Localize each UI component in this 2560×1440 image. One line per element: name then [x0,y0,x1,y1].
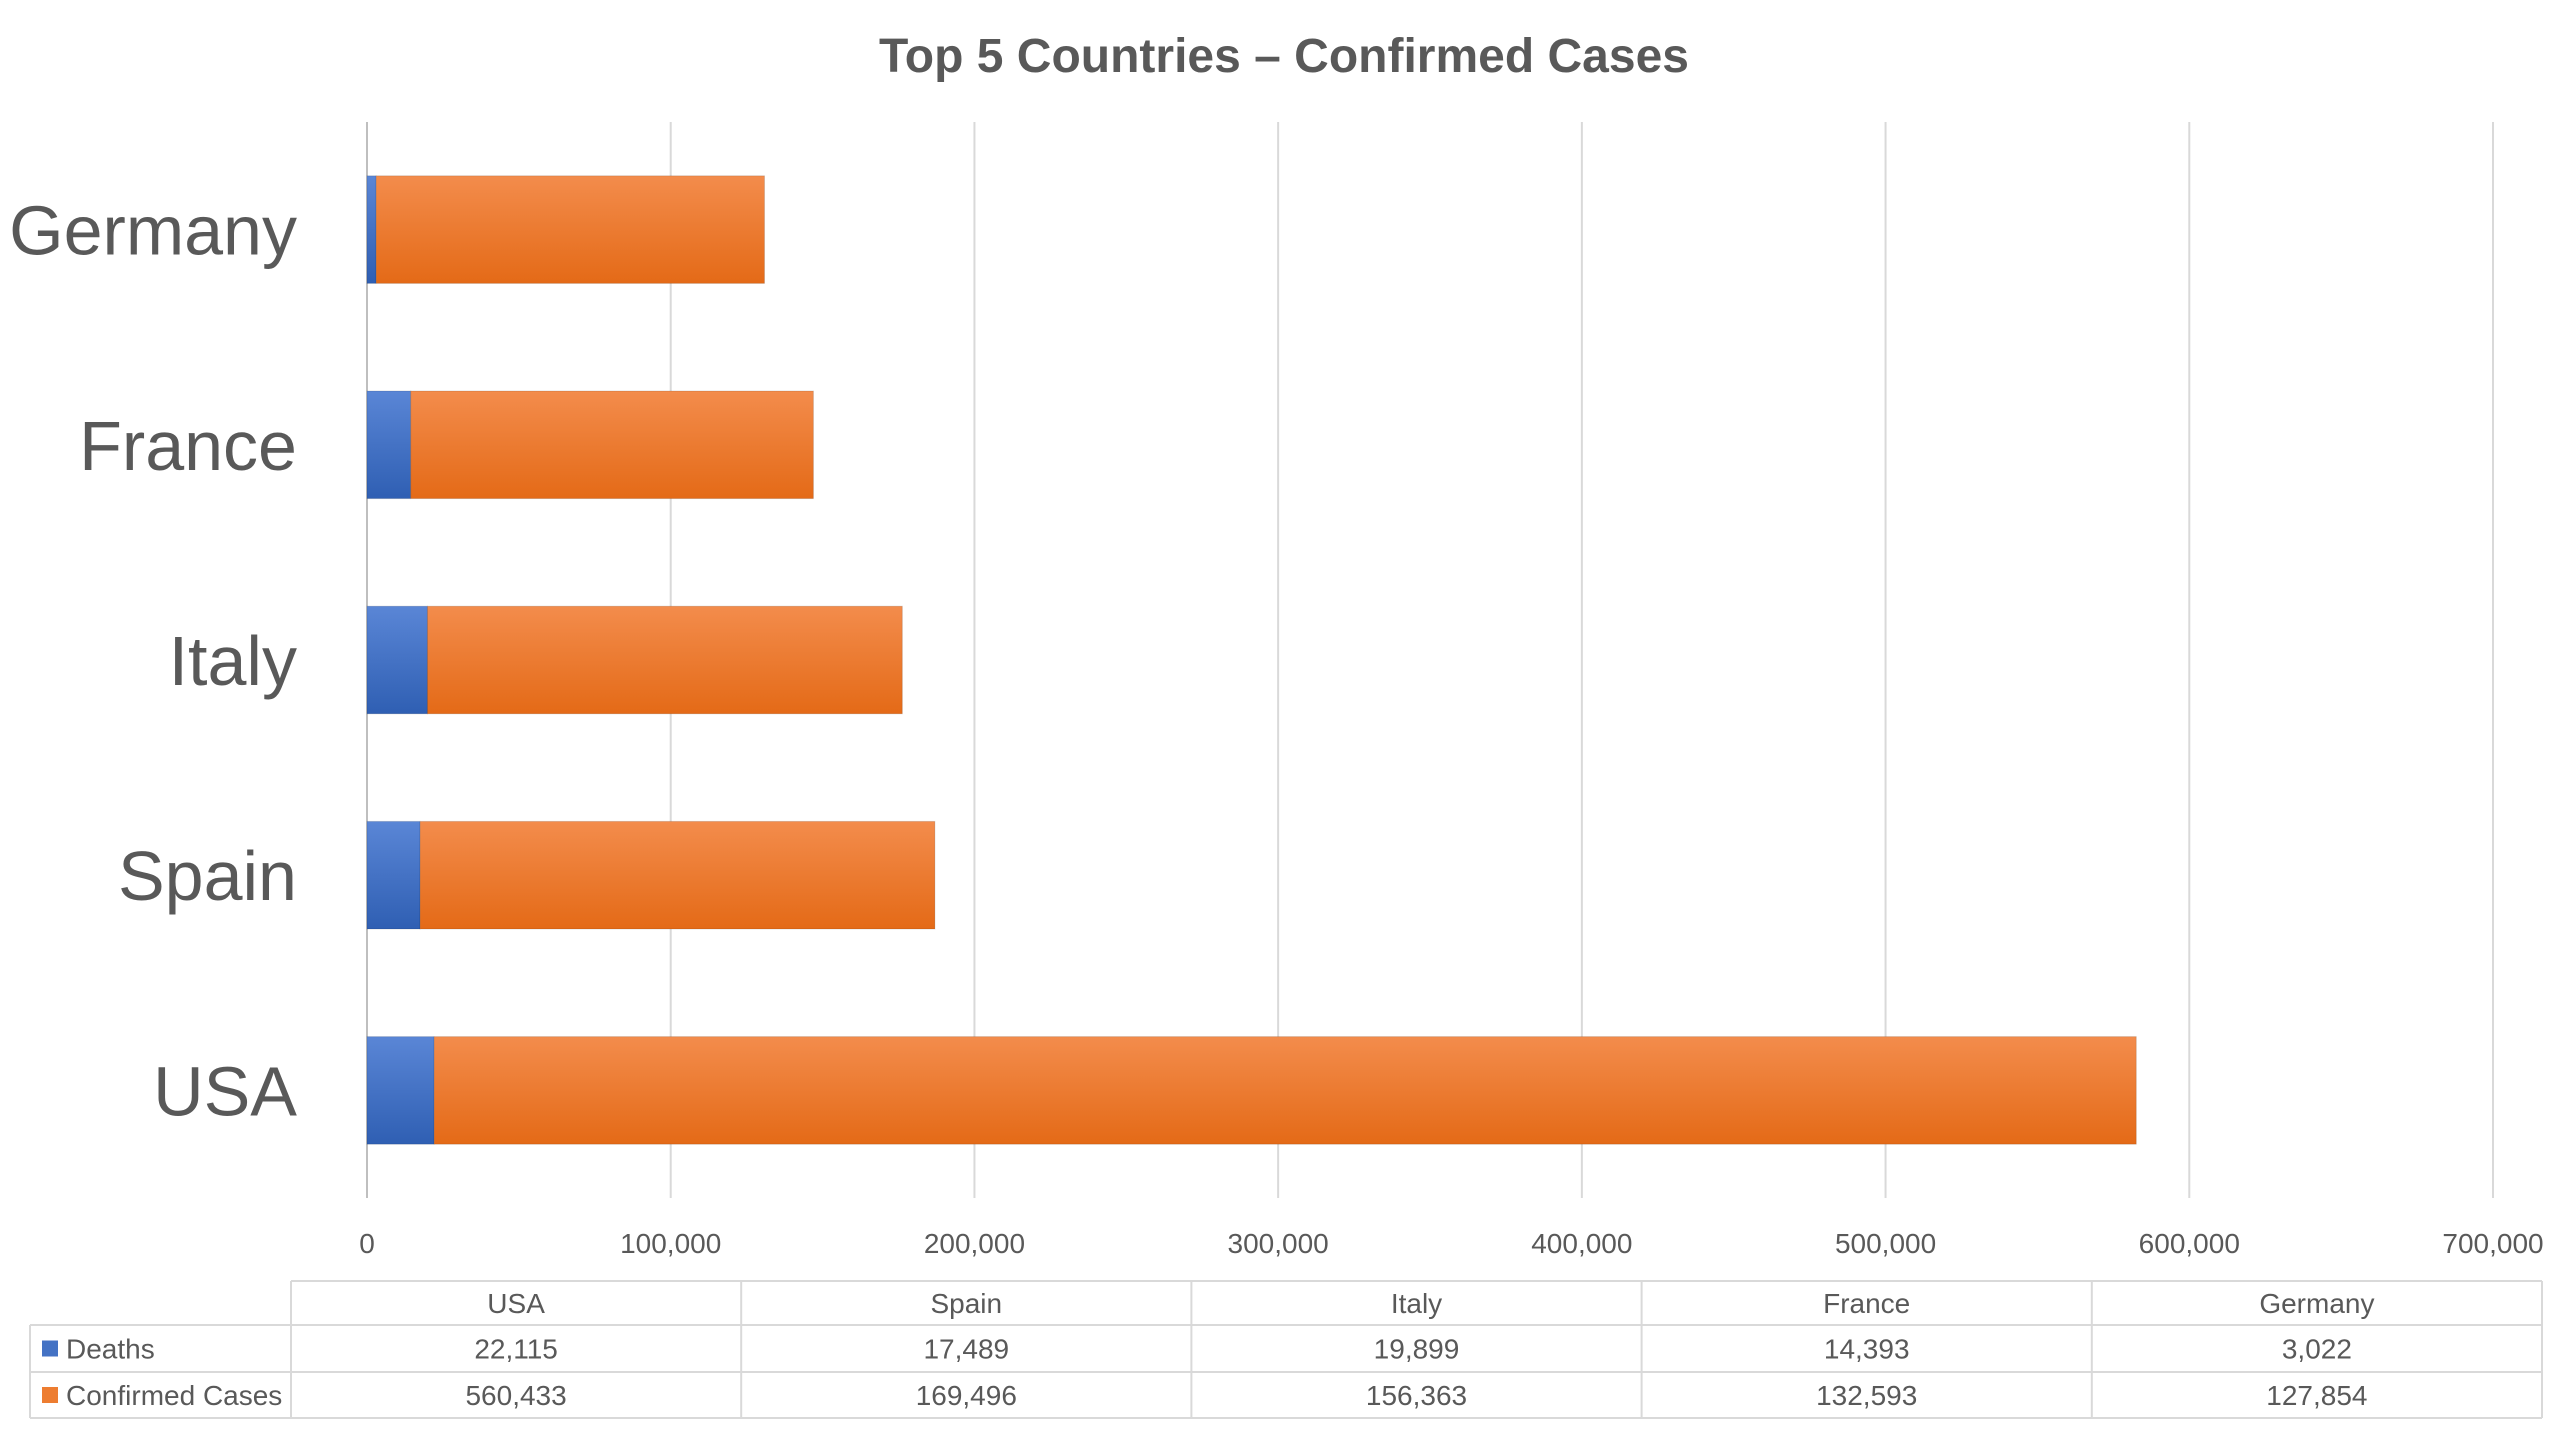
table-value-cell: 17,489 [923,1334,1009,1365]
table-value-cell: 560,433 [465,1380,566,1411]
legend-swatch [42,1340,58,1357]
category-labels: USA Spain Italy France Germany [9,192,297,1131]
category-label: Spain [118,837,297,915]
table-header-cell: USA [487,1288,545,1319]
x-tick-label: 700,000 [2442,1228,2543,1259]
table-value-cell: 14,393 [1824,1334,1910,1365]
x-tick-label: 200,000 [924,1228,1025,1259]
table-value-cell: 127,854 [2266,1380,2367,1411]
table-value-cell: 156,363 [1366,1380,1467,1411]
category-label: Germany [9,192,297,270]
confirmed-bar [419,820,936,930]
table-value-cell: 22,115 [474,1334,558,1365]
chart-title: Top 5 Countries – Confirmed Cases [879,30,1689,83]
gridlines [366,122,2494,1198]
category-label: USA [153,1052,297,1130]
legend-label: Deaths [66,1334,155,1365]
deaths-bar [366,175,377,284]
category-label: France [79,407,297,485]
bars [366,175,2137,1145]
confirmed-bar [375,175,765,284]
deaths-bar [366,605,428,715]
category-label: Italy [169,622,297,700]
confirmed-bar [410,390,814,500]
table-value-cell: 132,593 [1816,1380,1917,1411]
legend-label: Confirmed Cases [66,1380,282,1411]
x-tick-label: 100,000 [620,1228,721,1259]
x-tick-label: 400,000 [1531,1228,1632,1259]
data-table: USA Spain Italy France Germany Deaths 22,115 17… [29,1280,2543,1419]
table-header-cell: France [1823,1288,1910,1319]
table-header-cell: Italy [1391,1288,1442,1319]
table-header-cell: Germany [2259,1288,2374,1319]
x-tick-label: 600,000 [2139,1228,2240,1259]
confirmed-bar [426,605,903,715]
deaths-bar [366,820,421,930]
confirmed-bar [433,1036,2137,1145]
table-header-cell: Spain [930,1288,1002,1319]
x-tick-label: 0 [359,1228,375,1259]
deaths-bar [366,1036,435,1145]
legend-swatch [42,1387,58,1403]
table-value-cell: 19,899 [1374,1334,1460,1365]
x-axis-ticks: 0 100,000 200,000 300,000 400,000 500,000 600,… [359,1228,2543,1259]
x-tick-label: 300,000 [1228,1228,1329,1259]
table-value-cell: 169,496 [916,1380,1017,1411]
deaths-bar [366,390,412,500]
x-tick-label: 500,000 [1835,1228,1936,1259]
table-value-cell: 3,022 [2282,1334,2352,1365]
